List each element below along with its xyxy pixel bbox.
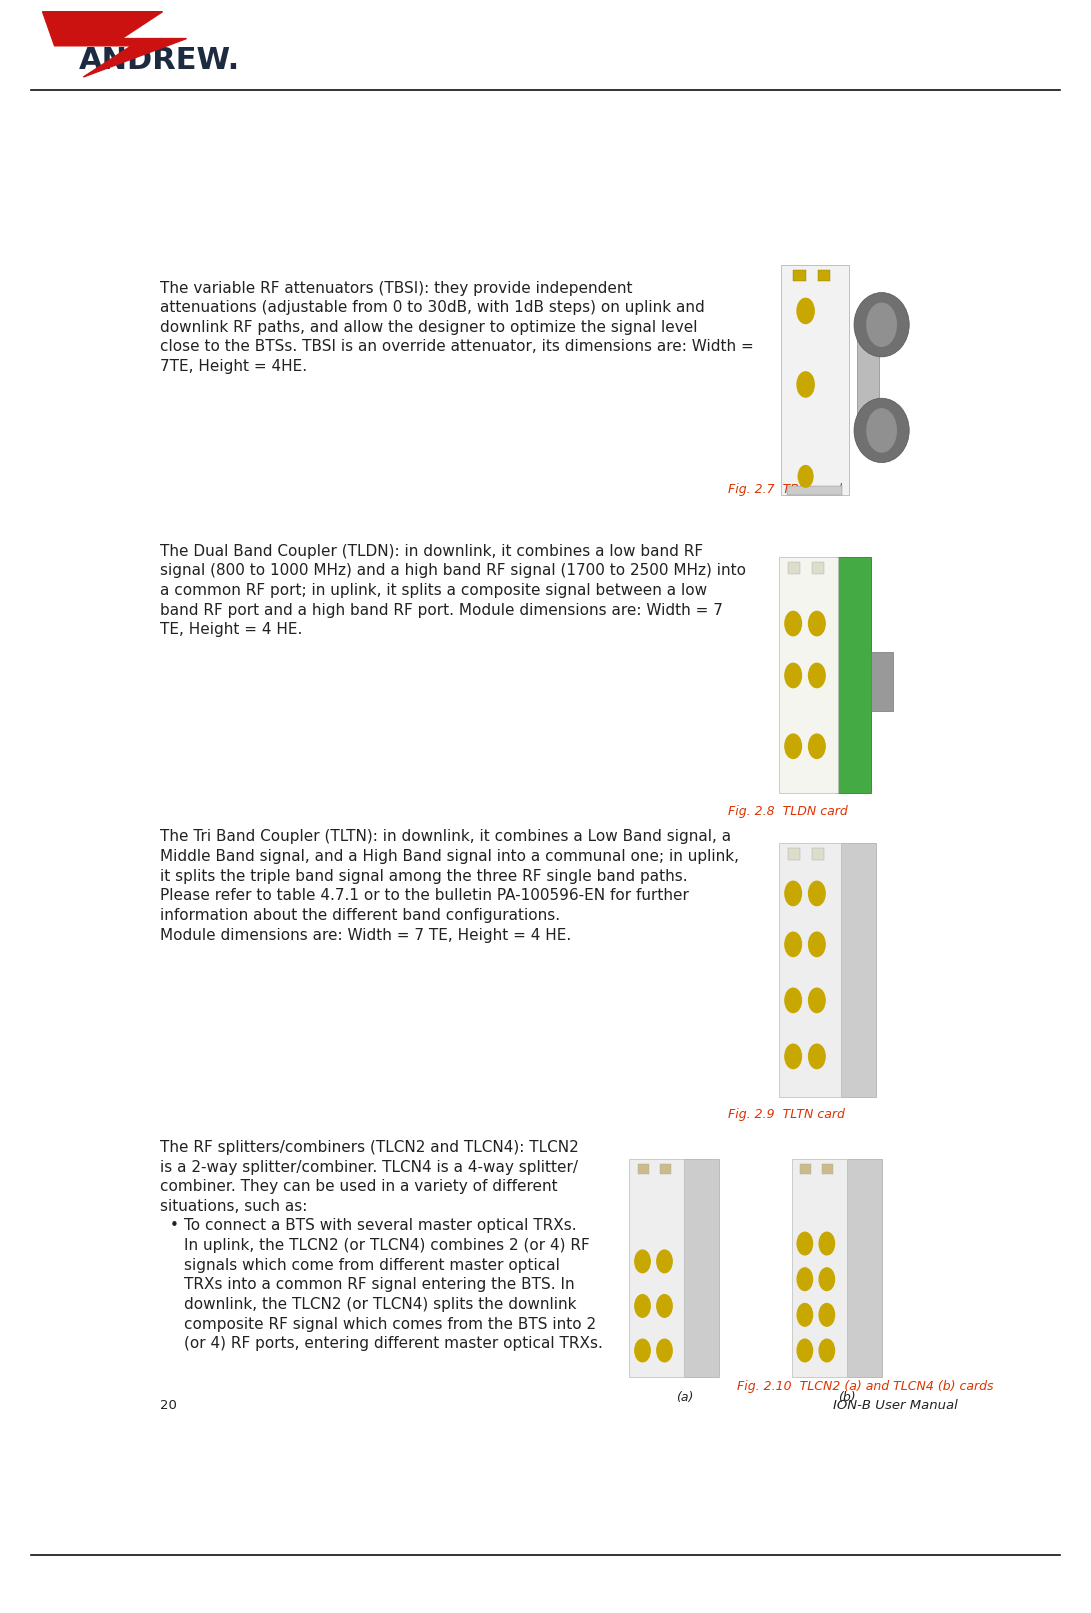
Bar bbox=[781, 265, 849, 495]
Text: TRXs into a common RF signal entering the BTS. In: TRXs into a common RF signal entering th… bbox=[183, 1277, 574, 1292]
Circle shape bbox=[799, 466, 813, 487]
Text: Module dimensions are: Width = 7 TE, Height = 4 HE.: Module dimensions are: Width = 7 TE, Hei… bbox=[160, 927, 572, 942]
Ellipse shape bbox=[854, 398, 909, 463]
Bar bbox=[812, 847, 824, 860]
Text: The RF splitters/combiners (TLCN2 and TLCN4): TLCN2: The RF splitters/combiners (TLCN2 and TL… bbox=[160, 1140, 579, 1155]
Text: (or 4) RF ports, entering different master optical TRXs.: (or 4) RF ports, entering different mast… bbox=[183, 1336, 602, 1352]
Bar bbox=[630, 1160, 684, 1376]
Bar bbox=[789, 847, 801, 860]
Circle shape bbox=[808, 932, 825, 957]
Text: Middle Band signal, and a High Band signal into a communal one; in uplink,: Middle Band signal, and a High Band sign… bbox=[160, 848, 739, 865]
Text: downlink RF paths, and allow the designer to optimize the signal level: downlink RF paths, and allow the designe… bbox=[160, 319, 697, 336]
Circle shape bbox=[657, 1339, 672, 1361]
Circle shape bbox=[784, 1044, 802, 1068]
Text: a common RF port; in uplink, it splits a composite signal between a low: a common RF port; in uplink, it splits a… bbox=[160, 582, 707, 598]
Text: To connect a BTS with several master optical TRXs.: To connect a BTS with several master opt… bbox=[183, 1218, 576, 1234]
Bar bbox=[684, 1160, 719, 1376]
Bar bbox=[793, 269, 805, 281]
Bar bbox=[789, 563, 801, 574]
Text: situations, such as:: situations, such as: bbox=[160, 1198, 308, 1215]
Text: band RF port and a high band RF port. Module dimensions are: Width = 7: band RF port and a high band RF port. Mo… bbox=[160, 603, 723, 618]
Bar bbox=[779, 558, 838, 794]
Bar bbox=[792, 1160, 847, 1376]
Circle shape bbox=[657, 1295, 672, 1318]
Circle shape bbox=[808, 611, 825, 636]
Circle shape bbox=[819, 1232, 835, 1255]
Circle shape bbox=[798, 1268, 813, 1290]
Text: 20: 20 bbox=[160, 1398, 177, 1413]
Text: information about the different band configurations.: information about the different band con… bbox=[160, 908, 560, 923]
Bar bbox=[858, 334, 879, 426]
Bar bbox=[779, 842, 840, 1097]
Circle shape bbox=[808, 663, 825, 687]
Text: composite RF signal which comes from the BTS into 2: composite RF signal which comes from the… bbox=[183, 1316, 596, 1332]
Bar bbox=[836, 558, 872, 794]
Bar bbox=[872, 652, 892, 711]
Bar bbox=[788, 486, 842, 495]
Circle shape bbox=[808, 989, 825, 1013]
Circle shape bbox=[819, 1268, 835, 1290]
Bar bbox=[818, 269, 830, 281]
Circle shape bbox=[867, 303, 897, 347]
Text: 7TE, Height = 4HE.: 7TE, Height = 4HE. bbox=[160, 360, 308, 374]
Text: Fig. 2.10  TLCN2 (a) and TLCN4 (b) cards: Fig. 2.10 TLCN2 (a) and TLCN4 (b) cards bbox=[736, 1379, 993, 1392]
Bar bbox=[840, 842, 876, 1097]
Circle shape bbox=[867, 408, 897, 452]
Text: The variable RF attenuators (TBSI): they provide independent: The variable RF attenuators (TBSI): they… bbox=[160, 281, 633, 295]
Text: In uplink, the TLCN2 (or TLCN4) combines 2 (or 4) RF: In uplink, the TLCN2 (or TLCN4) combines… bbox=[183, 1239, 589, 1253]
Ellipse shape bbox=[854, 292, 909, 356]
Bar bbox=[823, 1163, 834, 1174]
Bar bbox=[801, 1163, 812, 1174]
Text: The Tri Band Coupler (TLTN): in downlink, it combines a Low Band signal, a: The Tri Band Coupler (TLTN): in downlink… bbox=[160, 829, 731, 845]
Circle shape bbox=[808, 734, 825, 758]
Circle shape bbox=[819, 1339, 835, 1361]
Text: The Dual Band Coupler (TLDN): in downlink, it combines a low band RF: The Dual Band Coupler (TLDN): in downlin… bbox=[160, 544, 704, 558]
Text: •: • bbox=[170, 1218, 179, 1234]
Circle shape bbox=[784, 611, 802, 636]
Circle shape bbox=[808, 881, 825, 905]
Circle shape bbox=[819, 1303, 835, 1326]
Bar bbox=[660, 1163, 671, 1174]
Text: is a 2-way splitter/combiner. TLCN4 is a 4-way splitter/: is a 2-way splitter/combiner. TLCN4 is a… bbox=[160, 1160, 578, 1174]
Circle shape bbox=[635, 1339, 650, 1361]
Text: Please refer to table 4.7.1 or to the bulletin PA-100596-EN for further: Please refer to table 4.7.1 or to the bu… bbox=[160, 889, 688, 903]
Text: Fig. 2.7  TBSI card: Fig. 2.7 TBSI card bbox=[729, 482, 842, 495]
Text: signals which come from different master optical: signals which come from different master… bbox=[183, 1258, 560, 1273]
Circle shape bbox=[798, 298, 814, 324]
Text: Fig. 2.8  TLDN card: Fig. 2.8 TLDN card bbox=[729, 805, 848, 818]
Circle shape bbox=[798, 1303, 813, 1326]
Circle shape bbox=[784, 663, 802, 687]
Text: downlink, the TLCN2 (or TLCN4) splits the downlink: downlink, the TLCN2 (or TLCN4) splits th… bbox=[183, 1297, 576, 1311]
Circle shape bbox=[784, 932, 802, 957]
Text: Fig. 2.9  TLTN card: Fig. 2.9 TLTN card bbox=[729, 1108, 846, 1121]
Bar bbox=[638, 1163, 649, 1174]
Circle shape bbox=[808, 1044, 825, 1068]
Circle shape bbox=[635, 1250, 650, 1273]
Bar bbox=[812, 563, 824, 574]
Text: ION-B User Manual: ION-B User Manual bbox=[834, 1398, 958, 1413]
Text: (a): (a) bbox=[675, 1392, 693, 1405]
Text: close to the BTSs. TBSI is an override attenuator, its dimensions are: Width =: close to the BTSs. TBSI is an override a… bbox=[160, 339, 754, 355]
Circle shape bbox=[635, 1295, 650, 1318]
Text: attenuations (adjustable from 0 to 30dB, with 1dB steps) on uplink and: attenuations (adjustable from 0 to 30dB,… bbox=[160, 300, 705, 315]
Circle shape bbox=[798, 1232, 813, 1255]
Circle shape bbox=[784, 989, 802, 1013]
Circle shape bbox=[784, 734, 802, 758]
Text: (b): (b) bbox=[838, 1392, 855, 1405]
Text: TE, Height = 4 HE.: TE, Height = 4 HE. bbox=[160, 623, 302, 637]
Text: combiner. They can be used in a variety of different: combiner. They can be used in a variety … bbox=[160, 1179, 558, 1194]
Circle shape bbox=[784, 881, 802, 905]
Text: signal (800 to 1000 MHz) and a high band RF signal (1700 to 2500 MHz) into: signal (800 to 1000 MHz) and a high band… bbox=[160, 563, 746, 579]
Polygon shape bbox=[43, 11, 187, 77]
Circle shape bbox=[657, 1250, 672, 1273]
Text: ANDREW.: ANDREW. bbox=[79, 45, 240, 74]
Circle shape bbox=[798, 373, 814, 397]
Bar bbox=[847, 1160, 882, 1376]
Text: it splits the triple band signal among the three RF single band paths.: it splits the triple band signal among t… bbox=[160, 869, 687, 884]
Circle shape bbox=[798, 1339, 813, 1361]
